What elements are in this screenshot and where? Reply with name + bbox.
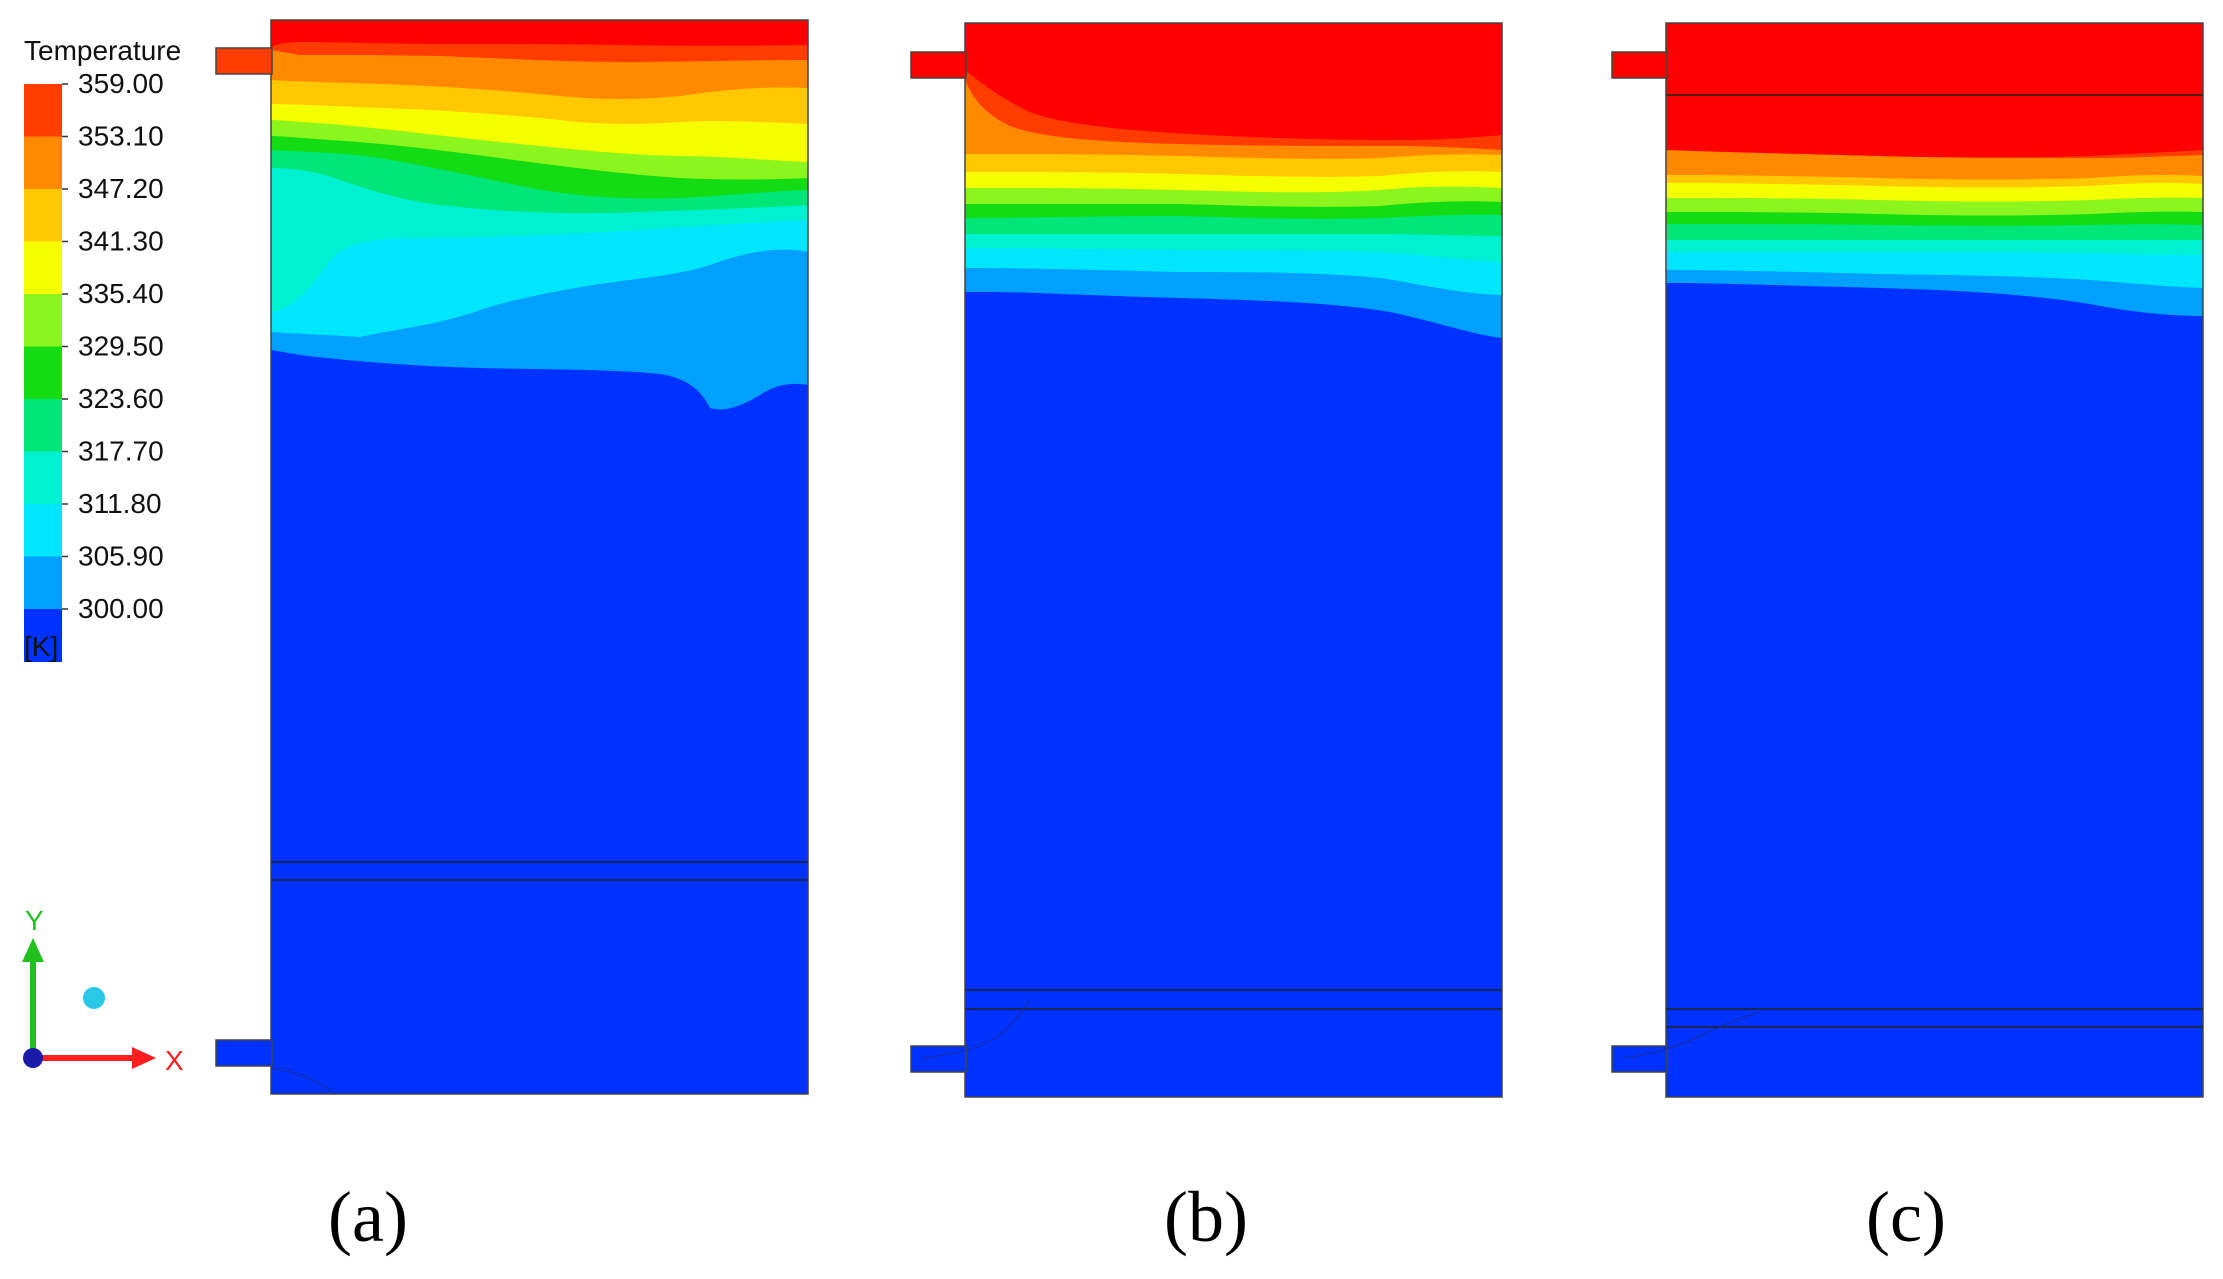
legend-band xyxy=(24,609,62,662)
panel-a-band-red xyxy=(271,20,808,48)
x-axis-label: X xyxy=(165,1045,184,1076)
legend-band xyxy=(24,136,62,190)
panel-c-contour xyxy=(1611,22,2204,1098)
panel-c-outline xyxy=(1665,22,2204,1098)
panel-b-label: (b) xyxy=(1164,1177,1248,1257)
panel-a-label: (a) xyxy=(328,1177,408,1257)
legend-unit: [K] xyxy=(24,631,58,662)
legend-band xyxy=(24,346,62,400)
temperature-legend: Temperature 359.00 353.10 347.20 341.30 335.… xyxy=(24,35,181,662)
legend-band xyxy=(24,241,62,295)
origin-z-axis-marker xyxy=(23,1048,43,1068)
legend-tick-label: 353.10 xyxy=(78,121,164,152)
panel-b-outlet-streak xyxy=(921,999,1031,1059)
panel-a-outlet-streak xyxy=(271,1067,336,1095)
legend-band xyxy=(24,556,62,610)
legend-title: Temperature xyxy=(24,35,181,66)
panel-b-contour xyxy=(910,22,1503,1098)
legend-tick-labels: 359.00 353.10 347.20 341.30 335.40 329.50 323.… xyxy=(62,68,164,624)
legend-tick-label: 341.30 xyxy=(78,226,164,257)
legend-tick-label: 300.00 xyxy=(78,593,164,624)
panel-a-outline xyxy=(270,19,809,1095)
panel-c-label: (c) xyxy=(1866,1177,1946,1257)
panel-c-outlet-streak xyxy=(1621,1011,1761,1059)
legend-band xyxy=(24,504,62,557)
panel-a-inlet-pipe xyxy=(215,47,273,75)
panel-c-band-red xyxy=(1666,23,2203,158)
panel-c-inlet-pipe xyxy=(1611,51,1668,79)
legend-tick-label: 311.80 xyxy=(78,488,162,519)
axis-triad: Y X xyxy=(22,905,184,1076)
legend-tick-label: 335.40 xyxy=(78,278,164,309)
panel-a-contour xyxy=(215,19,809,1095)
legend-band xyxy=(24,399,62,452)
legend-band xyxy=(24,294,62,347)
legend-tick-label: 329.50 xyxy=(78,331,164,362)
panel-b-inlet-pipe xyxy=(910,51,967,79)
legend-band xyxy=(24,451,62,505)
y-axis-label: Y xyxy=(25,905,44,936)
legend-tick-label: 305.90 xyxy=(78,541,164,572)
legend-tick-label: 317.70 xyxy=(78,436,164,467)
legend-band xyxy=(24,84,62,137)
x-axis-arrowhead xyxy=(132,1047,156,1069)
view-orientation-sphere xyxy=(83,987,105,1009)
panel-b-outline xyxy=(964,22,1503,1098)
legend-band xyxy=(24,189,62,242)
legend-color-bar xyxy=(24,84,62,662)
legend-tick-label: 359.00 xyxy=(78,68,164,99)
legend-tick-label: 323.60 xyxy=(78,383,164,414)
y-axis-arrowhead xyxy=(22,938,44,962)
legend-tick-label: 347.20 xyxy=(78,173,164,204)
panel-a-outlet-pipe xyxy=(215,1039,273,1067)
panel-c-outlet-pipe xyxy=(1611,1045,1668,1073)
panel-b-band-red xyxy=(965,23,1502,140)
panel-b-outlet-pipe xyxy=(910,1045,967,1073)
